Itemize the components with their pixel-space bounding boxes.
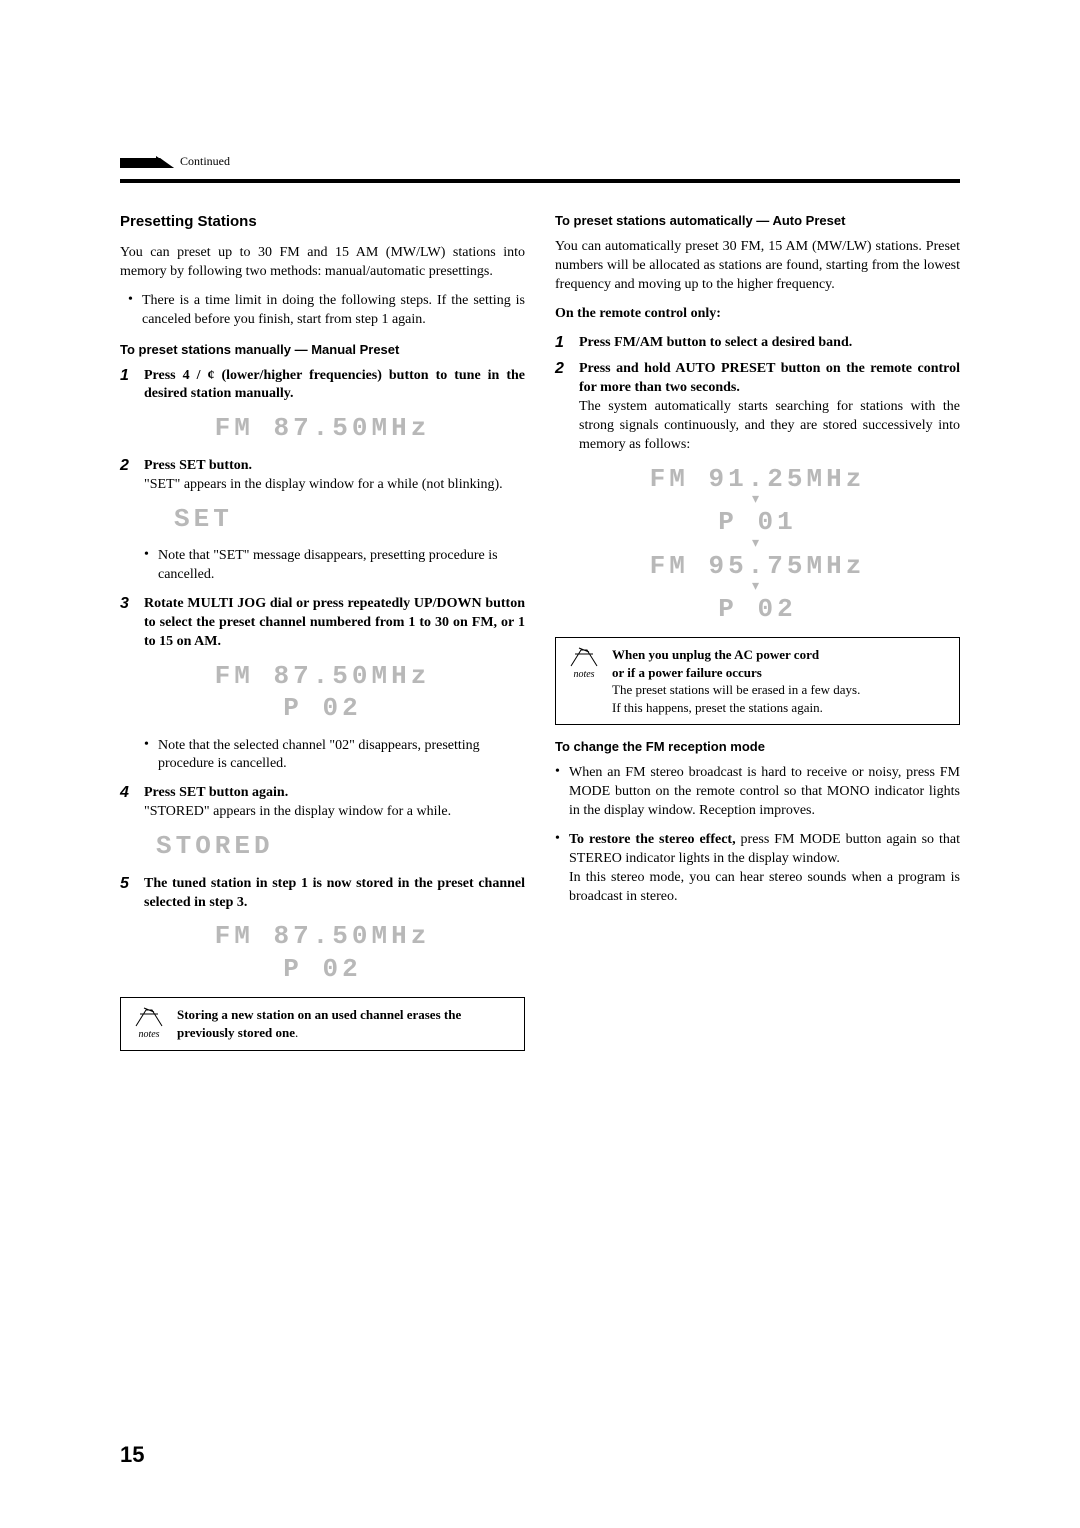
fm-mode-heading: To change the FM reception mode — [555, 739, 960, 754]
continued-label: Continued — [180, 154, 230, 169]
step2-note-text: Note that "SET" message disappears, pres… — [158, 547, 525, 585]
step3-lead: Rotate MULTI JOG dial or press repeatedl… — [144, 596, 525, 649]
time-limit-text: There is a time limit in doing the follo… — [142, 292, 525, 330]
step-2: 2 Press SET button. "SET" appears in the… — [120, 457, 525, 495]
notes-icon-label: notes — [573, 668, 594, 682]
step-number: 4 — [120, 784, 144, 822]
step2-note: • Note that "SET" message disappears, pr… — [144, 547, 525, 585]
auto-step-2: 2 Press and hold AUTO PRESET button on t… — [555, 360, 960, 454]
intro-text: You can preset up to 30 FM and 15 AM (MW… — [120, 244, 525, 282]
bullet-dot: • — [555, 764, 569, 821]
fm-mode-bullet2: • To restore the stereo effect, press FM… — [555, 831, 960, 907]
right-column: To preset stations automatically — Auto … — [555, 213, 960, 1065]
step-number: 2 — [555, 360, 579, 454]
lcd-step2: SET — [120, 503, 525, 536]
step3-note-text: Note that the selected channel "02" disa… — [158, 737, 525, 775]
note-store-box: notes Storing a new station on an used c… — [120, 997, 525, 1051]
down-arrow-icon: ▾ — [555, 539, 960, 550]
manual-preset-heading: To preset stations manually — Manual Pre… — [120, 342, 525, 357]
header-divider — [120, 179, 960, 183]
step3-note: • Note that the selected channel "02" di… — [144, 737, 525, 775]
bullet-dot: • — [144, 547, 158, 585]
step4-body: "STORED" appears in the display window f… — [144, 804, 451, 819]
auto-step2-lead: Press and hold AUTO PRESET button on the… — [579, 361, 960, 395]
step-4: 4 Press SET button again. "STORED" appea… — [120, 784, 525, 822]
page-number: 15 — [120, 1442, 144, 1468]
content-columns: Presetting Stations You can preset up to… — [120, 213, 960, 1065]
step-number: 2 — [120, 457, 144, 495]
step-5: 5 The tuned station in step 1 is now sto… — [120, 875, 525, 913]
step-3: 3 Rotate MULTI JOG dial or press repeate… — [120, 595, 525, 652]
fm-mode-b2-tail: In this stereo mode, you can hear stereo… — [569, 870, 960, 904]
lcd-step5-l1: FM 87.50MHz — [215, 921, 431, 951]
bullet-dot: • — [128, 292, 142, 330]
step5-lead: The tuned station in step 1 is now store… — [144, 876, 525, 910]
step-1: 1 Press 4 / ¢ (lower/higher frequencies)… — [120, 367, 525, 405]
lcd-step5: FM 87.50MHz P 02 — [120, 920, 525, 985]
lcd-step5-l2: P 02 — [120, 953, 525, 986]
auto-step-1: 1 Press FM/AM button to select a desired… — [555, 334, 960, 353]
lcd-step3: FM 87.50MHz P 02 — [120, 660, 525, 725]
lcd-auto-l4: P 02 — [555, 593, 960, 626]
note-power-box: notes When you unplug the AC power cord … — [555, 637, 960, 725]
section-title: Presetting Stations — [120, 213, 525, 230]
step2-lead: Press SET button. — [144, 458, 252, 473]
lcd-step1: FM 87.50MHz — [120, 412, 525, 445]
step4-lead: Press SET button again. — [144, 785, 288, 800]
down-arrow-icon: ▾ — [555, 495, 960, 506]
lcd-step3-l2: P 02 — [120, 692, 525, 725]
fm-mode-b2-lead: To restore the stereo effect, — [569, 832, 736, 847]
auto-preset-heading: To preset stations automatically — Auto … — [555, 213, 960, 228]
note-power-body: When you unplug the AC power cord or if … — [612, 646, 860, 716]
continued-bar: Continued — [120, 150, 960, 173]
step-number: 1 — [120, 367, 144, 405]
notes-icon: notes — [566, 646, 602, 716]
bullet-dot: • — [555, 831, 569, 907]
step-number: 3 — [120, 595, 144, 652]
step-number: 1 — [555, 334, 579, 353]
down-arrow-icon: ▾ — [555, 582, 960, 593]
auto-step1-lead: Press FM/AM button to select a desired b… — [579, 335, 852, 350]
note-store-tail: . — [295, 1025, 298, 1040]
notes-icon: notes — [131, 1006, 167, 1042]
note-power-b2: or if a power failure occurs — [612, 664, 860, 682]
lcd-auto: FM 91.25MHz ▾ P 01 ▾ FM 95.75MHz ▾ P 02 — [555, 463, 960, 625]
fm-mode-bullet1: • When an FM stereo broadcast is hard to… — [555, 764, 960, 821]
lcd-auto-l1: FM 91.25MHz — [650, 464, 866, 494]
auto-intro: You can automatically preset 30 FM, 15 A… — [555, 238, 960, 295]
note-power-t1: The preset stations will be erased in a … — [612, 682, 860, 697]
fm-mode-b1-text: When an FM stereo broadcast is hard to r… — [569, 764, 960, 821]
remote-only-label: On the remote control only: — [555, 305, 960, 324]
bullet-dot: • — [144, 737, 158, 775]
note-store-bold: Storing a new station on an used channel… — [177, 1007, 461, 1040]
continued-marker — [120, 150, 174, 173]
left-column: Presetting Stations You can preset up to… — [120, 213, 525, 1065]
step-number: 5 — [120, 875, 144, 913]
step2-body: "SET" appears in the display window for … — [144, 477, 503, 492]
note-power-b1: When you unplug the AC power cord — [612, 646, 860, 664]
time-limit-bullet: • There is a time limit in doing the fol… — [120, 292, 525, 330]
notes-icon-label: notes — [138, 1028, 159, 1042]
note-store-body: Storing a new station on an used channel… — [177, 1006, 514, 1042]
lcd-step3-l1: FM 87.50MHz — [215, 661, 431, 691]
note-power-t2: If this happens, preset the stations aga… — [612, 700, 823, 715]
auto-step2-body: The system automatically starts searchin… — [579, 399, 960, 452]
lcd-step4: STORED — [120, 830, 525, 863]
step1-lead: Press 4 / ¢ (lower/higher frequencies) b… — [144, 368, 525, 402]
fm-mode-b2: To restore the stereo effect, press FM M… — [569, 831, 960, 907]
